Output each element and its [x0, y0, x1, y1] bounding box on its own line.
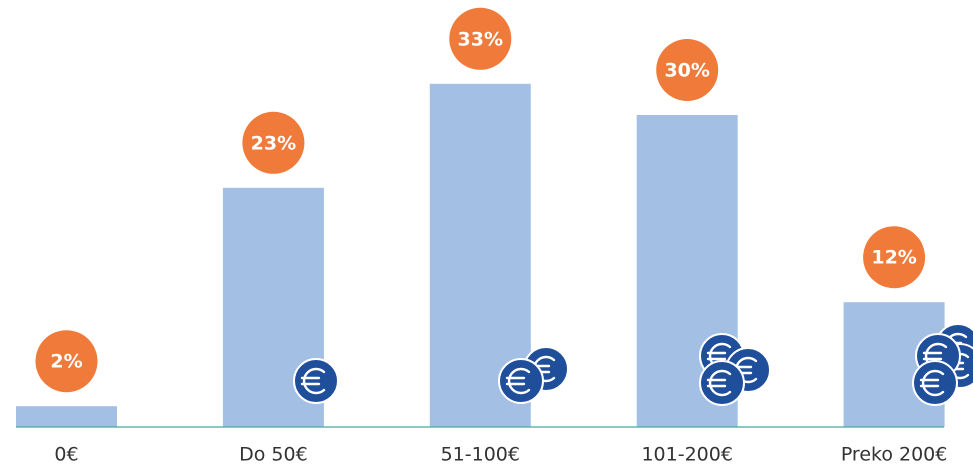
euro-icon — [505, 367, 531, 395]
value-label: 2% — [50, 351, 82, 373]
x-tick-label: 101-200€ — [641, 444, 732, 466]
value-badge — [35, 330, 98, 393]
value-label: 12% — [871, 247, 916, 269]
value-badge — [449, 7, 512, 70]
coin — [498, 358, 544, 404]
euro-icon — [706, 369, 732, 397]
value-label: 23% — [251, 132, 296, 154]
x-tick-label: 0€ — [54, 444, 78, 466]
value-badge — [242, 111, 305, 174]
x-tick-label: Do 50€ — [239, 444, 308, 466]
euro-icon — [919, 369, 945, 397]
coin-decorations — [293, 323, 973, 406]
coin — [699, 360, 745, 406]
euro-icon — [300, 367, 326, 395]
value-badge — [656, 39, 719, 101]
x-tick-label: Preko 200€ — [841, 444, 948, 466]
bar — [16, 406, 117, 427]
value-badge — [863, 226, 926, 289]
value-label: 30% — [664, 60, 709, 82]
coin — [912, 360, 958, 406]
value-label: 33% — [458, 28, 503, 50]
x-tick-label: 51-100€ — [441, 444, 520, 466]
coin — [293, 358, 339, 404]
